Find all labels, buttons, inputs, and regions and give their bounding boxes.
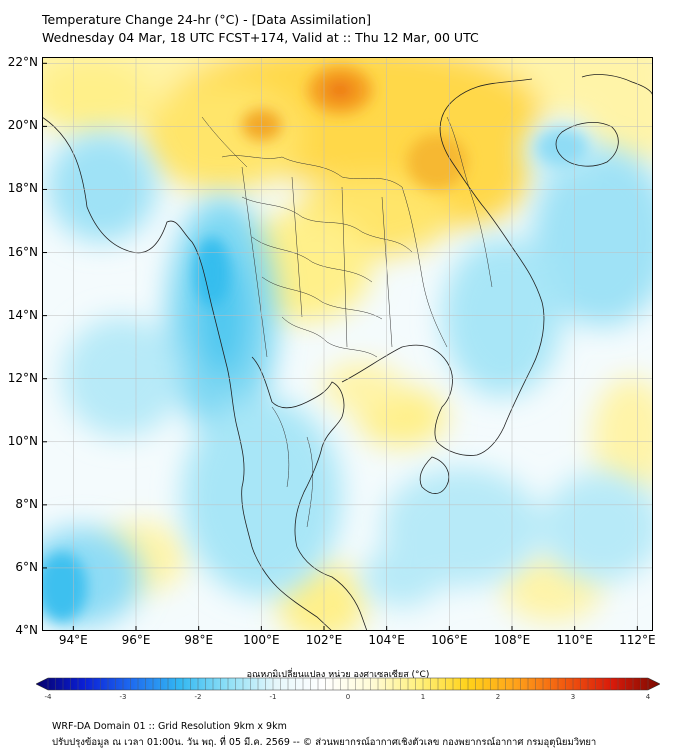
longitude-label: 94°E bbox=[58, 633, 88, 647]
footer-credit: ปรับปรุงข้อมูล ณ เวลา 01:00น. วัน พฤ. ที… bbox=[52, 737, 597, 748]
footer-model-info: WRF-DA Domain 01 :: Grid Resolution 9km … bbox=[52, 721, 287, 732]
map-frame bbox=[42, 57, 653, 631]
latitude-label: 8°N bbox=[15, 496, 38, 511]
longitude-label: 104°E bbox=[368, 633, 405, 647]
longitude-label: 100°E bbox=[243, 633, 280, 647]
tick-marks bbox=[42, 62, 638, 631]
map-title: Temperature Change 24-hr (°C) - [Data As… bbox=[42, 12, 371, 27]
coastlines bbox=[42, 74, 653, 631]
longitude-label: 102°E bbox=[305, 633, 343, 647]
colorbar-tick-label: -1 bbox=[269, 693, 277, 701]
longitude-label: 106°E bbox=[431, 633, 468, 647]
latitude-label: 14°N bbox=[7, 307, 38, 322]
colorbar-tick-label: -3 bbox=[119, 693, 127, 701]
latitude-label: 10°N bbox=[7, 433, 38, 448]
longitude-label: 108°E bbox=[493, 633, 531, 647]
map-subtitle: Wednesday 04 Mar, 18 UTC FCST+174, Valid… bbox=[42, 30, 479, 45]
latitude-label: 6°N bbox=[15, 559, 38, 574]
latitude-label: 16°N bbox=[7, 244, 38, 259]
graticule bbox=[42, 57, 653, 631]
latitude-label: 12°N bbox=[7, 370, 38, 385]
longitude-label: 110°E bbox=[556, 633, 593, 647]
map-panel bbox=[42, 57, 653, 631]
latitude-label: 22°N bbox=[7, 55, 38, 70]
temperature-change-map bbox=[42, 57, 653, 631]
colorbar-tick-label: 3 bbox=[570, 693, 576, 701]
colorbar-title: อุณหภูมิเปลี่ยนแปลง หน่วย องศาเซลเซียส (… bbox=[246, 670, 430, 680]
longitude-label: 96°E bbox=[121, 633, 151, 647]
colorbar bbox=[36, 677, 660, 691]
admin-borders bbox=[201, 116, 493, 528]
colorbar-tick-label: 4 bbox=[645, 693, 651, 701]
colorbar-tick-label: 2 bbox=[495, 693, 501, 701]
longitude-label: 112°E bbox=[619, 633, 656, 647]
latitude-label: 20°N bbox=[7, 118, 38, 133]
latitude-label: 4°N bbox=[15, 623, 38, 637]
colorbar-tick-label: 0 bbox=[345, 693, 351, 701]
colorbar-tick-label: -4 bbox=[44, 693, 52, 701]
latitude-label: 18°N bbox=[7, 181, 38, 196]
longitude-label: 98°E bbox=[184, 633, 214, 647]
colorbar-tick-label: -2 bbox=[194, 693, 202, 701]
colorbar-tick-label: 1 bbox=[420, 693, 426, 701]
